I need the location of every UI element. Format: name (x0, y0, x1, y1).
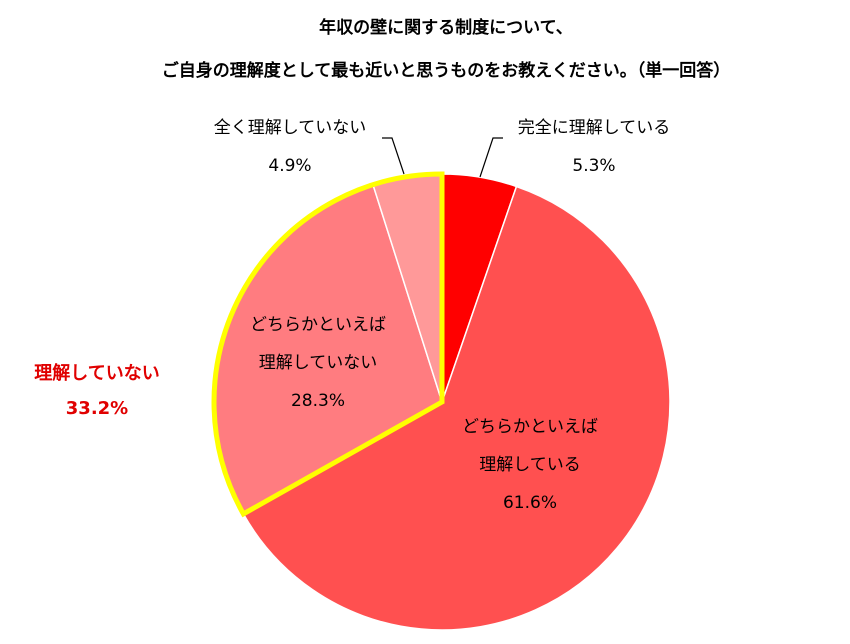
group-label-value: 33.2% (66, 398, 128, 419)
chart-title-line-1: 年収の壁に関する制度について、 (319, 17, 573, 38)
leader-line (382, 137, 405, 175)
pie-slice (242, 185, 671, 631)
slice-category-label: どちらかといえば (250, 315, 386, 335)
leader-line (479, 137, 503, 178)
group-label-text: 理解していない (34, 362, 159, 384)
group-highlight-outline (211, 171, 445, 518)
slice-labels: 完全に理解している5.3%どちらかといえば理解している61.6%どちらかといえば… (214, 118, 671, 513)
slice-category-label: どちらかといえば (462, 417, 598, 437)
slice-value-label: 61.6% (503, 493, 557, 513)
slice-category-label: 完全に理解している (518, 118, 671, 138)
slice-category-label: 理解していない (259, 353, 378, 373)
slice-category-label: 全く理解していない (214, 118, 367, 138)
highlight-outline (211, 171, 445, 518)
chart-title-line-2: ご自身の理解度として最も近いと思うものをお教えください。（単一回答） (162, 60, 730, 81)
slice-value-label: 28.3% (291, 391, 345, 411)
slice-value-label: 4.9% (268, 156, 311, 176)
slice-value-label: 5.3% (572, 156, 615, 176)
slice-category-label: 理解している (479, 455, 581, 475)
leader-lines (382, 137, 503, 178)
